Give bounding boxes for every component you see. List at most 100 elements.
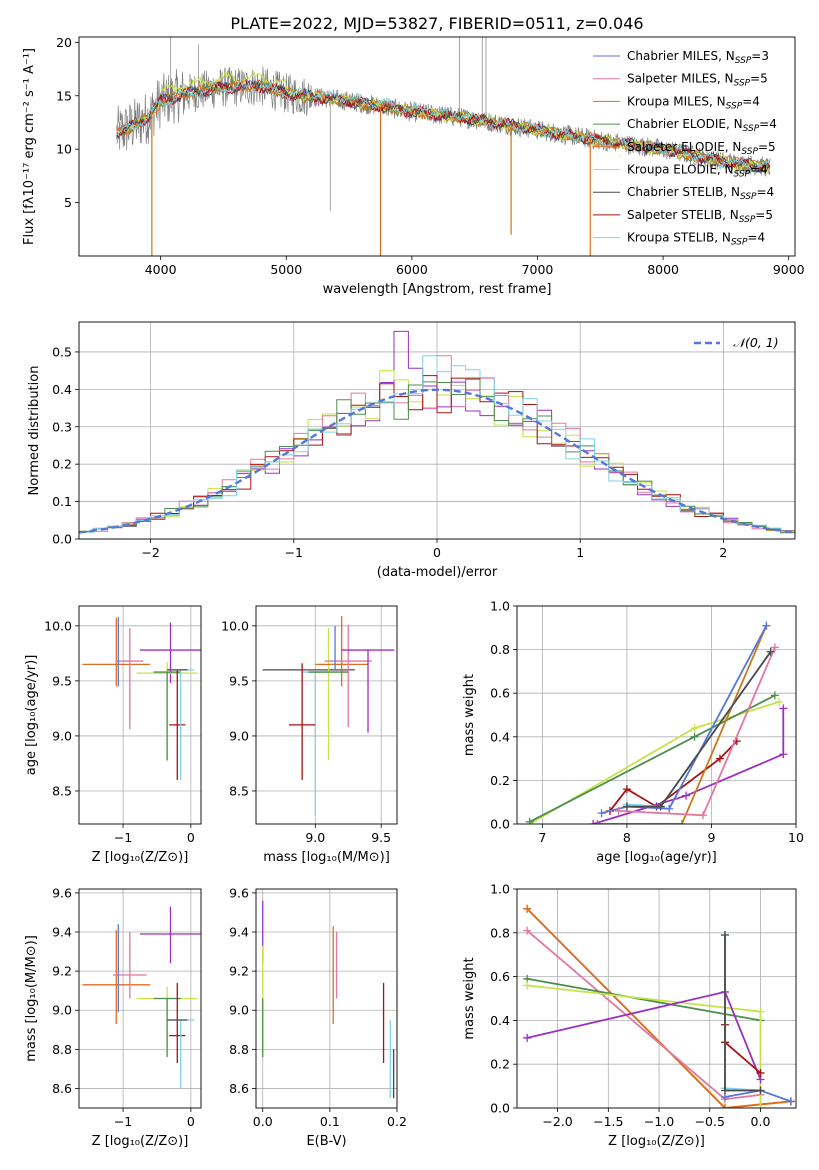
weight-marker	[593, 820, 602, 824]
x-tick-label: 5000	[270, 262, 302, 277]
axes-frame	[78, 605, 202, 825]
plot-area-mass_vs_Z	[82, 906, 201, 1089]
weight-marker	[775, 697, 784, 706]
x-axis-label: age [log₁₀(age/yr)]	[596, 850, 717, 865]
legend-label: Chabrier STELIB, NSSP=4	[627, 185, 774, 202]
x-tick-label: −2.0	[542, 1114, 572, 1129]
weight-marker	[690, 732, 699, 741]
axes-frame	[78, 321, 796, 540]
weight-marker	[720, 930, 729, 939]
weight-marker	[756, 1086, 765, 1095]
y-tick-label: 9.5	[229, 673, 249, 688]
x-axis-label: Z [log₁₀(Z/Z⊙)]	[92, 1134, 189, 1149]
panel-mass_vs_ebv: 0.0 0.1 0.2 8.6 8.8 9.0 9.2 9.4 9.6 E(B-V)	[229, 885, 407, 1149]
y-tick-label: 8.6	[52, 1081, 72, 1096]
weight-line	[597, 625, 768, 824]
axes-frame	[255, 605, 398, 825]
weight-marker	[779, 750, 788, 759]
weight-marker	[720, 1086, 729, 1095]
weight-marker	[523, 926, 532, 935]
legend-label: 𝒩(0, 1)	[733, 335, 779, 350]
x-tick-label: −2	[141, 545, 159, 560]
weight-line	[529, 694, 776, 823]
x-tick-label: 2	[719, 545, 727, 560]
weight-marker	[770, 643, 779, 652]
weight-marker	[614, 806, 623, 815]
weight-marker	[656, 802, 665, 811]
y-tick-label: 8.6	[229, 1081, 249, 1096]
plot-area-age_vs_mass	[262, 615, 395, 816]
axes-frame	[78, 888, 202, 1109]
legend-label: Chabrier MILES, NSSP=3	[627, 49, 769, 66]
plot-area-mass_weight_vs_age	[525, 621, 788, 824]
x-tick-label: 9.5	[371, 830, 391, 845]
weight-marker	[756, 1104, 765, 1108]
weight-marker	[715, 754, 724, 763]
weight-marker	[756, 1007, 765, 1016]
x-tick-label: −0.5	[695, 1114, 725, 1129]
y-tick-label: 9.6	[52, 885, 72, 900]
y-tick-label: 0.0	[490, 1101, 510, 1116]
weight-marker	[677, 820, 686, 824]
x-tick-label: 9	[707, 830, 715, 845]
weight-marker	[525, 817, 534, 824]
x-tick-label: −1	[114, 830, 132, 845]
weight-marker	[523, 1033, 532, 1042]
plot-area-residuals	[79, 330, 795, 534]
legend-label: Kroupa STELIB, NSSP=4	[627, 231, 765, 248]
x-tick-label: −1.0	[644, 1114, 674, 1129]
model-line-salpeter_stelib	[116, 78, 770, 173]
x-tick-label: 0.0	[751, 1114, 771, 1129]
panel-mass_vs_Z: −1 0 8.6 8.8 9.0 9.2 9.4 9.6 Z [log₁₀(Z/Z⊙)] mass…	[24, 885, 202, 1149]
axes-frame	[516, 888, 797, 1109]
x-axis-label: mass [log₁₀(M/M⊙)]	[263, 850, 390, 865]
weight-line	[592, 708, 785, 824]
x-tick-label: 10	[788, 830, 804, 845]
weight-marker	[589, 820, 598, 824]
weight-line	[526, 977, 761, 1022]
axes-frame	[255, 888, 398, 1109]
y-tick-label: 0.1	[52, 494, 72, 509]
x-tick-label: 0	[433, 545, 441, 560]
weight-marker	[682, 791, 691, 800]
x-tick-label: 8	[623, 830, 631, 845]
y-tick-label: 10	[56, 142, 72, 157]
y-tick-label: 9.4	[52, 925, 72, 940]
y-tick-label: 9.0	[52, 728, 72, 743]
axes-frame	[78, 36, 796, 257]
legend-label: Salpeter MILES, NSSP=5	[627, 72, 768, 89]
y-tick-label: 0.2	[490, 773, 510, 788]
x-tick-label: 4000	[145, 262, 177, 277]
x-tick-label: 9.0	[305, 830, 325, 845]
y-axis-label: mass weight	[462, 957, 477, 1039]
y-tick-label: 8.8	[52, 1042, 72, 1057]
weight-marker	[665, 804, 674, 813]
weight-marker	[523, 904, 532, 913]
x-axis-label: E(B-V)	[306, 1134, 346, 1149]
weight-marker	[523, 981, 532, 990]
y-tick-label: 0.6	[490, 969, 510, 984]
weight-marker	[622, 802, 631, 811]
x-tick-label: 6000	[396, 262, 428, 277]
model-line-kroupa_stelib	[116, 80, 771, 173]
x-tick-label: 7	[538, 830, 546, 845]
weight-marker	[720, 1104, 729, 1108]
x-tick-label: 0.0	[253, 1114, 273, 1129]
normal-curve	[79, 388, 793, 534]
weight-marker	[699, 811, 707, 820]
weight-marker	[766, 647, 775, 656]
y-tick-label: 8.8	[229, 1042, 249, 1057]
x-tick-label: 0.2	[387, 1114, 407, 1129]
x-tick-label: −1	[285, 545, 303, 560]
y-tick-label: 0.0	[490, 817, 510, 832]
plot-area-mass_weight_vs_Z	[523, 904, 795, 1108]
legend-label: Kroupa ELODIE, NSSP=4	[627, 163, 768, 180]
x-axis-label: Z [log₁₀(Z/Z⊙)]	[608, 1134, 705, 1149]
weight-line	[601, 625, 768, 814]
legend-label: Chabrier ELODIE, NSSP=4	[627, 117, 777, 134]
y-tick-label: 0.0	[52, 532, 72, 547]
y-axis-label: age [log₁₀(age/yr)]	[24, 655, 39, 776]
y-tick-label: 0.5	[52, 344, 72, 359]
y-tick-label: 8.5	[229, 783, 249, 798]
